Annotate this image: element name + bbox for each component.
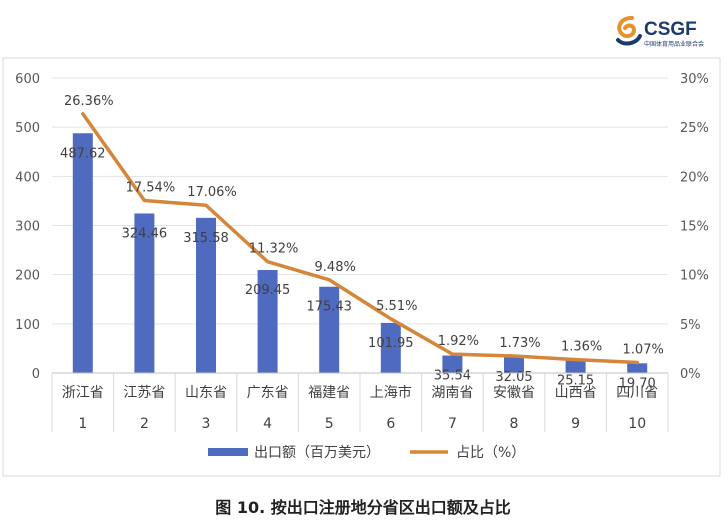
y-left-tick-label: 300: [15, 220, 40, 235]
bar-data-label: 315.58: [183, 231, 229, 246]
x-tick-label: 山东省: [185, 385, 227, 401]
x-rank-label: 5: [325, 416, 334, 432]
grid-lines: [52, 77, 668, 325]
y-right-tick-label: 0%: [680, 367, 701, 382]
legend-swatch-bar: [208, 448, 248, 456]
y-left-tick-label: 400: [15, 170, 40, 185]
y-right-tick-label: 20%: [680, 170, 709, 185]
line-data-label: 26.36%: [64, 94, 114, 109]
chart-area: 0 100 200 300 400 500 600 0% 5% 10% 15% 20% 25% 3 0% …: [2, 57, 721, 477]
x-axis: 浙江省1江苏省2山东省3广东省4福建省5上海市6湖南省7安徽省8山西省9四川省1…: [51, 372, 669, 432]
x-rank-label: 6: [386, 416, 395, 432]
x-tick-label: 浙江省: [62, 385, 104, 401]
bar-data-label: 32.05: [495, 370, 532, 385]
y-right-tick-label: 10%: [680, 269, 709, 284]
line-data-label: 9.48%: [315, 260, 356, 275]
legend-label-bar: 出口额（百万美元）: [254, 445, 380, 461]
bar-data-label: 487.62: [60, 146, 106, 161]
y-left-tick-label: 200: [15, 269, 40, 284]
x-rank-label: 8: [510, 416, 519, 432]
line-data-label: 17.06%: [187, 185, 237, 200]
y-right-tick-label: 15%: [680, 220, 709, 235]
y-axis-right: 0% 5% 10% 15% 20% 25% 30%: [680, 72, 709, 382]
x-rank-label: 10: [628, 416, 646, 432]
x-tick-label: 江苏省: [123, 385, 165, 401]
bar: [504, 357, 524, 373]
x-rank-label: 4: [263, 416, 272, 432]
x-tick-label: 安徽省: [493, 385, 535, 401]
x-tick-label: 四川省: [616, 385, 658, 401]
x-tick-label: 广东省: [247, 385, 289, 401]
x-rank-label: 2: [140, 416, 149, 432]
x-tick-label: 上海市: [370, 384, 412, 401]
bar: [196, 217, 216, 373]
x-tick-label: 山西省: [555, 385, 597, 401]
y-right-tick-label: 5%: [680, 318, 701, 333]
bar: [72, 133, 93, 373]
y-right-tick-label: 25%: [680, 121, 709, 136]
bar: [627, 363, 648, 373]
x-rank-label: 9: [571, 416, 580, 432]
data-labels: 487.62 324.46 315.58 209.45 175.43 101.95 35.5…: [60, 94, 664, 392]
chart-svg: 0 100 200 300 400 500 600 0% 5% 10% 15% 20% 25% 3 0% …: [2, 57, 721, 477]
y-left-tick-label: 0: [32, 367, 40, 382]
bar: [380, 322, 401, 373]
series-line: [81, 112, 639, 365]
line-data-label: 17.54%: [126, 181, 176, 196]
logo-subtext: 中国体育用品业联合会: [644, 40, 704, 48]
bar-data-label: 209.45: [245, 283, 291, 298]
bar-data-label: 19.70: [619, 376, 656, 391]
line-data-label: 1.92%: [438, 334, 479, 349]
y-left-tick-label: 600: [15, 72, 40, 87]
y-left-tick-label: 100: [15, 318, 40, 333]
bar-data-label: 101.95: [368, 336, 414, 351]
y-left-tick-label: 500: [15, 121, 40, 136]
x-tick-label: 福建省: [308, 385, 350, 401]
y-axis-left: 0 100 200 300 400 500 600: [15, 72, 40, 382]
bar-data-label: 25.15: [557, 374, 594, 389]
bar-series: [72, 133, 648, 373]
figure-caption: 图 10. 按出口注册地分省区出口额及占比: [215, 498, 511, 517]
line-data-label: 1.07%: [623, 342, 664, 357]
csgf-logo: CSGF 中国体育用品业联合会: [612, 10, 716, 50]
bar: [442, 355, 463, 373]
line-data-label: 1.36%: [561, 340, 602, 355]
line-data-label: 1.73%: [499, 336, 540, 351]
logo-text: CSGF: [644, 19, 697, 40]
bar: [134, 213, 155, 373]
x-rank-label: 3: [202, 416, 211, 432]
bar-data-label: 35.54: [434, 369, 471, 384]
bar: [565, 360, 586, 373]
y-right-tick-label: 30%: [680, 72, 709, 87]
line-data-label: 5.51%: [376, 299, 417, 314]
x-rank-label: 1: [78, 416, 87, 432]
bar: [319, 286, 340, 373]
csgf-logo-icon: CSGF 中国体育用品业联合会: [616, 16, 704, 48]
x-rank-label: 7: [448, 416, 457, 432]
bar-data-label: 175.43: [306, 300, 352, 315]
legend-label-line: 占比（%）: [456, 445, 525, 461]
line-data-label: 11.32%: [249, 242, 299, 257]
bar-data-label: 324.46: [122, 226, 168, 241]
chart-border: [2, 57, 721, 477]
x-tick-label: 湖南省: [431, 385, 473, 401]
bar: [257, 270, 278, 373]
legend: 出口额（百万美元） 占比（%）: [208, 445, 525, 461]
line-series: [81, 112, 639, 365]
